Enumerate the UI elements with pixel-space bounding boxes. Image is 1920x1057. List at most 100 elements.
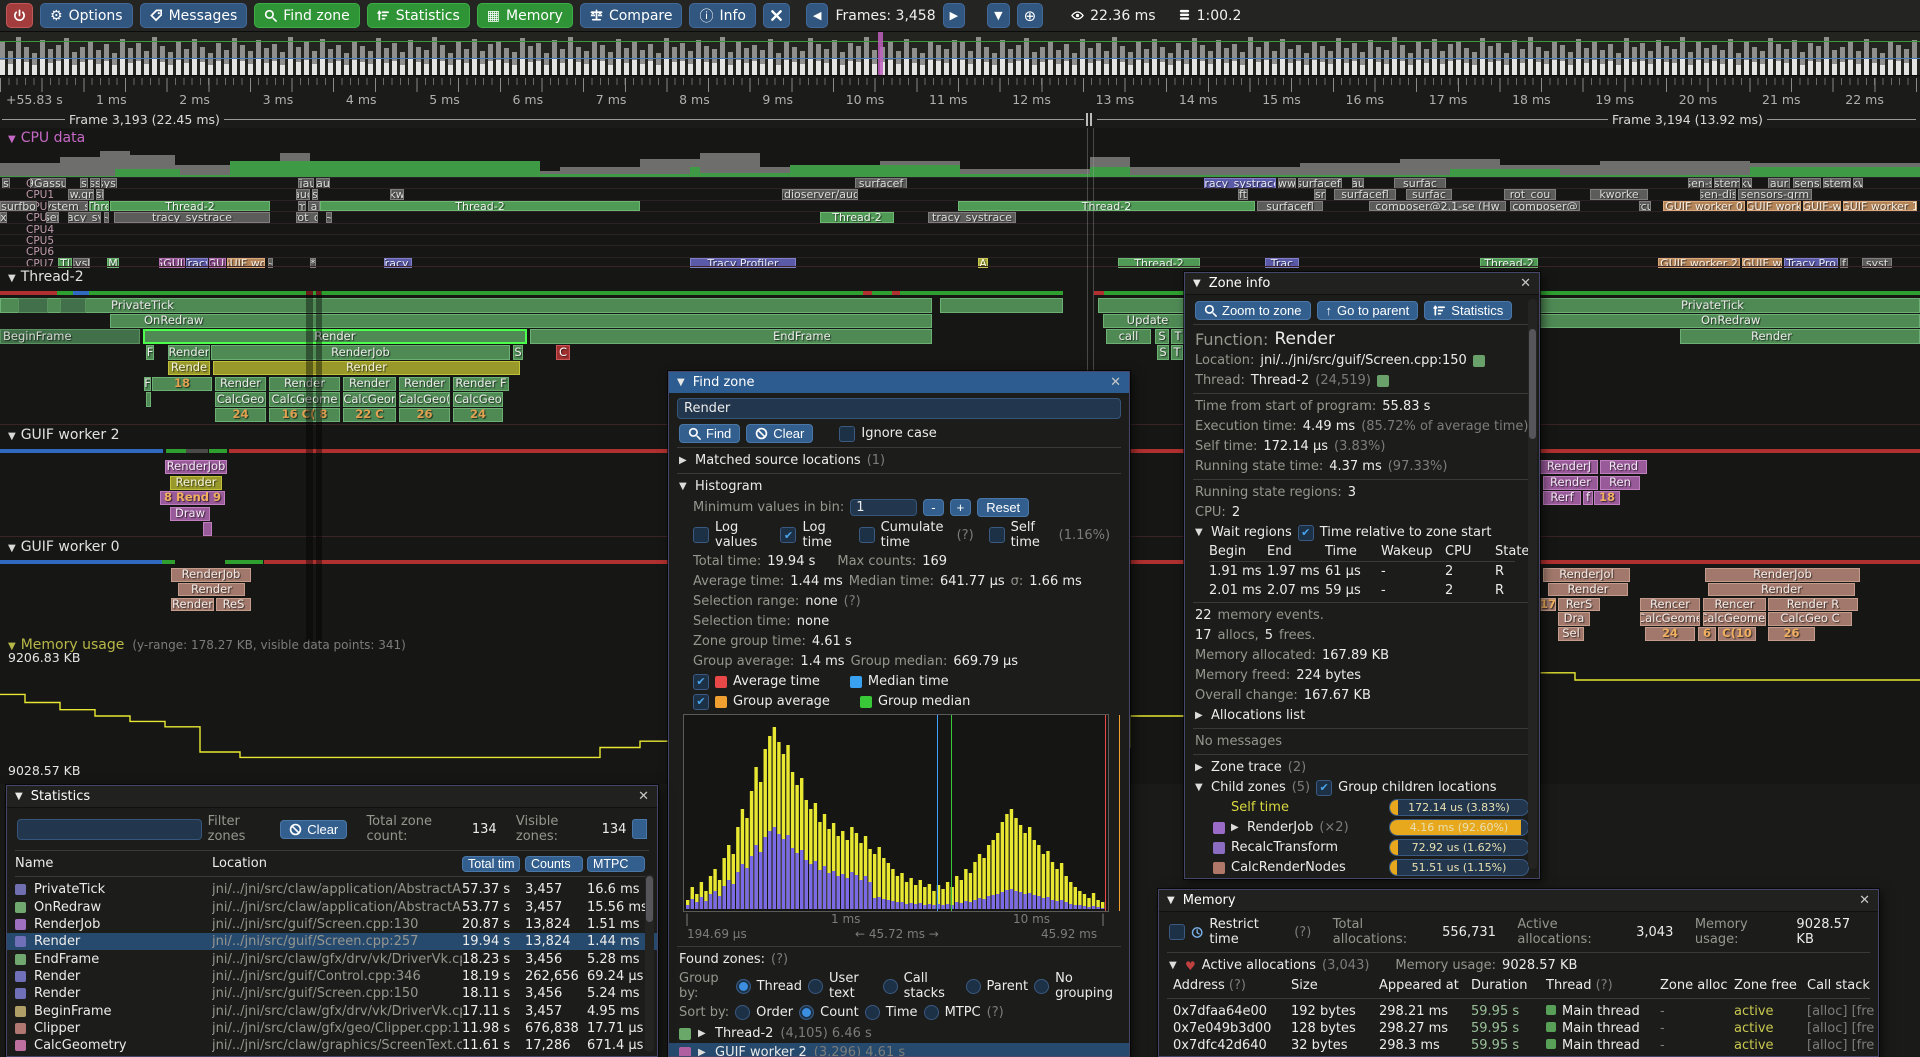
timeline-zone[interactable]: 16 C( 8 [269,407,340,423]
frame-bar[interactable] [1248,37,1253,75]
frame-bar[interactable] [1576,39,1581,75]
frame-bar[interactable] [1384,50,1389,75]
frame-bar[interactable] [1000,40,1005,75]
frame-bar[interactable] [208,53,213,75]
cpu-zone[interactable]: f [1840,257,1848,269]
frame-bar[interactable] [1280,39,1285,75]
frame-bar[interactable] [1864,39,1869,75]
frame-bar[interactable] [1112,37,1117,75]
cpu-zone[interactable]: au [316,178,330,189]
frame-bar[interactable] [1704,48,1709,75]
timeline-zone[interactable]: Render [1548,582,1628,597]
timeline-zone[interactable]: Rend [1600,460,1647,474]
find-button[interactable]: Find [679,424,741,443]
frame-bar[interactable] [1064,44,1069,75]
frame-bar[interactable] [240,45,245,75]
frame-bar[interactable] [1656,40,1661,75]
timeline-zone[interactable] [18,298,48,313]
frame-bar[interactable] [1120,46,1125,75]
frame-bar[interactable] [272,44,277,75]
timeline-zone[interactable]: Render [171,597,214,612]
frame-bar[interactable] [1640,43,1645,75]
frame-bar[interactable] [560,49,565,75]
cpu-zone[interactable]: surfbo [0,200,37,212]
timeline-zone[interactable]: Render [1708,582,1855,597]
frame-bar[interactable] [200,47,205,75]
frame-bar[interactable] [1680,37,1685,75]
histogram-plot[interactable] [683,714,1120,912]
frame-bar[interactable] [1448,44,1453,75]
frame-bar[interactable] [776,53,781,75]
frame-bar[interactable] [1424,49,1429,75]
timeline-zone[interactable] [146,392,151,407]
frame-bar[interactable] [40,40,45,75]
timeline-zone[interactable]: Draw [170,506,210,521]
frame-bar[interactable] [848,43,853,75]
cpu-zone[interactable]: M [107,257,119,269]
timeline-zone[interactable]: RenderJob [1705,568,1860,582]
timeline-zone[interactable]: Render [343,376,396,391]
cpu-zone[interactable]: ft [1238,189,1248,200]
timeline-zone[interactable]: call [1106,329,1151,344]
cpu-zone[interactable]: audioserver/audio [782,189,858,200]
thread-header[interactable]: ▼ GUIF worker 2 [8,427,120,443]
frame-bar[interactable] [280,52,285,75]
timeline-zone[interactable]: 18 [1594,491,1620,505]
frame-bar[interactable] [1808,43,1813,75]
sort-by-radio[interactable] [799,1005,815,1020]
timeline-zone[interactable]: 18 [152,376,212,391]
option-checkbox[interactable] [858,527,875,543]
frame-bar[interactable] [488,44,493,75]
frame-bar[interactable] [1192,38,1197,75]
frame-bar[interactable] [920,53,925,75]
frame-bar[interactable] [1040,47,1045,75]
frame-bar[interactable] [1832,50,1837,75]
frame-bar[interactable] [48,49,53,75]
cpu-zone[interactable]: kw [390,189,404,200]
cpu-zone[interactable]: aur [1768,178,1790,189]
cpu-zone[interactable]: sr [1314,189,1326,200]
cpu-zone[interactable]: fjau [298,178,314,189]
frame-bar[interactable] [1784,49,1789,75]
cpu-zone[interactable]: tracy_syn [68,212,101,223]
cpu-zone[interactable]: GUIF work [1747,200,1801,212]
cpu-data-header[interactable]: ▼ CPU data [8,130,85,146]
cpu-zone[interactable]: sen-dis [1700,189,1736,200]
cpu-zone[interactable]: Tracy Profiler [690,257,796,269]
frame-bar[interactable] [896,51,901,75]
power-button[interactable] [6,3,33,28]
cpu-zone[interactable]: GUIF worker 1 [1843,200,1917,212]
cpu-zone[interactable]: surfacefl [1334,189,1396,200]
frame-bar[interactable] [1520,49,1525,75]
frame-bar[interactable] [72,52,77,75]
frame-bar[interactable] [472,39,477,75]
cpu-zone[interactable]: Tracy Pro [1784,257,1838,269]
frame-bar[interactable] [912,48,917,75]
cpu-zone[interactable]: system_s [1823,178,1851,189]
timeline-zone[interactable]: Render [1543,475,1598,490]
timeline-zone[interactable]: 26 [399,407,450,423]
frame-bar[interactable] [184,49,189,75]
frame-bar[interactable] [1176,43,1181,75]
statistics-row[interactable]: Render jni/../jni/src/guif/Control.cpp:34… [7,968,657,985]
child-zone-row[interactable]: ▶ RenderJob (×2) 4.16 ms (92.60%) [1213,819,1529,836]
timeline-zone[interactable]: S [513,345,523,360]
frame-bar[interactable] [432,37,437,75]
cpu-zone[interactable]: Thre [89,200,109,212]
timeline-zone[interactable]: Render [168,345,210,360]
timeline-zone[interactable]: RerS [1558,597,1600,612]
frame-bar[interactable] [952,40,957,75]
cpu-zone[interactable]: composer@ [1510,200,1580,212]
frame-bar[interactable] [120,39,125,75]
close-icon[interactable]: ✕ [638,789,649,804]
frame-bar[interactable] [416,47,421,75]
timeline-zone[interactable]: RenderJob [171,568,251,582]
frame-bar[interactable] [392,43,397,75]
timeline-zone[interactable]: PrivateTick [0,298,932,313]
frame-bar[interactable] [1016,45,1021,75]
frame-bar[interactable] [1320,46,1325,75]
frame-bar[interactable] [840,52,845,75]
frame-labels-row[interactable]: Frame 3,193 (22.45 ms) Frame 3,194 (13.92… [0,111,1920,128]
frame-bar[interactable] [1560,45,1565,75]
